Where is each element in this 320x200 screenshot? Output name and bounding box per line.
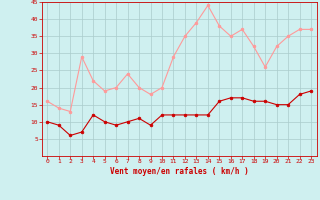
X-axis label: Vent moyen/en rafales ( km/h ): Vent moyen/en rafales ( km/h ): [110, 167, 249, 176]
